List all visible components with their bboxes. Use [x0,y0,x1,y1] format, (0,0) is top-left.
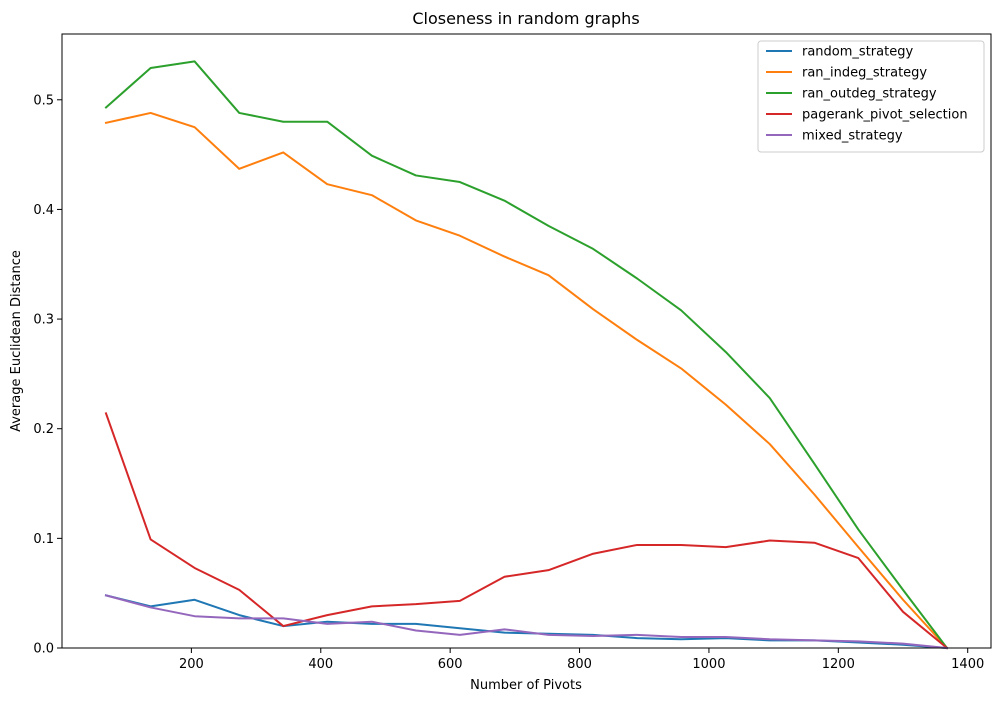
x-tick-label: 600 [438,657,463,672]
legend-label: pagerank_pivot_selection [802,108,968,123]
x-tick-label: 800 [567,657,592,672]
legend: random_strategy ran_indeg_strategy ran_out… [757,40,985,153]
y-axis: 0.0 0.1 0.2 0.3 0.4 0.5 [33,93,62,657]
x-tick-label: 1000 [692,657,725,672]
plot-frame [61,33,992,649]
x-axis: 200 400 600 800 1000 1200 1400 [179,648,984,672]
y-tick-label: 0.5 [33,93,54,108]
legend-label: ran_outdeg_strategy [802,87,937,102]
legend-label: random_strategy [802,45,913,60]
x-tick-label: 400 [308,657,333,672]
y-tick-label: 0.4 [33,203,54,218]
y-tick-label: 0.0 [33,642,54,657]
y-tick-label: 0.2 [33,422,54,437]
series-layer [104,60,949,650]
y-tick-label: 0.1 [33,532,54,547]
x-tick-label: 1200 [822,657,855,672]
series-line-mixed-strategy [104,594,949,650]
legend-box [757,40,985,153]
series-line-pagerank-pivot-selection [104,412,949,650]
x-tick-label: 1400 [951,657,984,672]
chart-title: Closeness in random graphs [412,9,639,28]
x-tick-label: 200 [179,657,204,672]
y-tick-label: 0.3 [33,313,54,328]
legend-label: ran_indeg_strategy [802,66,927,81]
legend-label: mixed_strategy [802,129,903,144]
y-axis-label: Average Euclidean Distance [9,250,24,432]
series-line-ran-indeg-strategy [104,111,949,650]
x-axis-label: Number of Pivots [470,678,582,693]
series-line-ran-outdeg-strategy [104,60,949,650]
